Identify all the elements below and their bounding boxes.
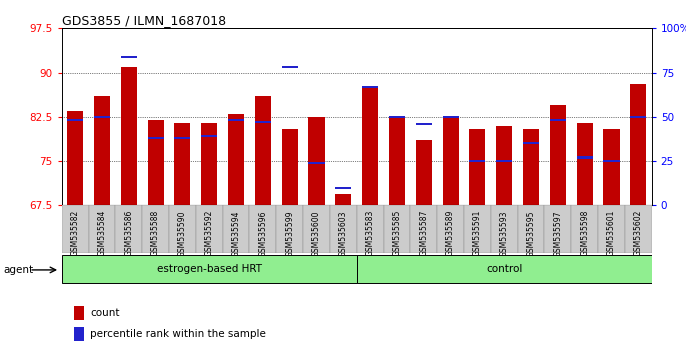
Bar <box>549 119 566 121</box>
Bar <box>545 205 571 253</box>
Bar <box>147 137 164 139</box>
Bar <box>416 123 431 125</box>
Bar <box>389 116 405 118</box>
Text: GSM535590: GSM535590 <box>178 210 187 257</box>
Bar <box>121 56 137 58</box>
Bar <box>357 255 652 283</box>
Bar <box>410 205 437 253</box>
Bar <box>523 129 539 205</box>
Text: GSM535596: GSM535596 <box>259 210 268 257</box>
Bar <box>469 160 486 162</box>
Text: GSM535583: GSM535583 <box>366 210 375 257</box>
Bar <box>577 123 593 205</box>
Text: GSM535582: GSM535582 <box>71 210 80 256</box>
Bar <box>94 96 110 205</box>
Bar <box>62 255 357 283</box>
Bar <box>250 205 276 253</box>
Bar <box>196 205 223 253</box>
Bar <box>174 123 191 205</box>
Bar <box>598 205 625 253</box>
Bar <box>115 205 142 253</box>
Text: estrogen-based HRT: estrogen-based HRT <box>156 264 262 274</box>
Text: GSM535586: GSM535586 <box>124 210 133 257</box>
Text: GSM535603: GSM535603 <box>339 210 348 257</box>
Bar <box>223 205 250 253</box>
Bar <box>630 84 646 205</box>
Bar <box>442 117 459 205</box>
Bar <box>282 66 298 68</box>
Bar <box>437 205 464 253</box>
Bar <box>362 86 378 88</box>
Bar <box>330 205 357 253</box>
Bar <box>362 87 378 205</box>
Text: percentile rank within the sample: percentile rank within the sample <box>90 329 266 339</box>
Text: GSM535600: GSM535600 <box>312 210 321 257</box>
Bar <box>201 123 217 205</box>
Bar <box>62 205 88 253</box>
Bar <box>571 205 598 253</box>
Bar <box>416 141 431 205</box>
Bar <box>121 67 137 205</box>
Text: count: count <box>90 308 119 318</box>
Text: GSM535595: GSM535595 <box>527 210 536 257</box>
Text: GSM535588: GSM535588 <box>151 210 160 256</box>
Bar <box>604 160 619 162</box>
Text: GSM535601: GSM535601 <box>607 210 616 257</box>
Bar <box>523 142 539 144</box>
Bar <box>469 129 486 205</box>
Bar <box>309 162 324 164</box>
Bar <box>276 205 303 253</box>
Bar <box>255 121 271 123</box>
Bar <box>442 116 459 118</box>
Bar <box>201 135 217 137</box>
Bar <box>357 205 383 253</box>
Text: GSM535584: GSM535584 <box>97 210 106 257</box>
Bar <box>67 119 83 121</box>
Bar <box>604 129 619 205</box>
Bar <box>464 205 490 253</box>
Bar <box>518 205 545 253</box>
Bar <box>496 126 512 205</box>
Text: GSM535592: GSM535592 <box>204 210 214 257</box>
Bar <box>335 187 351 189</box>
Bar <box>282 129 298 205</box>
Bar <box>88 205 115 253</box>
Text: GSM535594: GSM535594 <box>232 210 241 257</box>
Bar <box>73 327 84 341</box>
Bar <box>630 116 646 118</box>
Text: GSM535585: GSM535585 <box>392 210 401 257</box>
Bar <box>169 205 196 253</box>
Bar <box>228 119 244 121</box>
Bar <box>490 205 518 253</box>
Text: GSM535602: GSM535602 <box>634 210 643 257</box>
Bar <box>94 116 110 118</box>
Bar <box>174 137 191 139</box>
Text: GDS3855 / ILMN_1687018: GDS3855 / ILMN_1687018 <box>62 14 226 27</box>
Text: GSM535599: GSM535599 <box>285 210 294 257</box>
Bar <box>383 205 410 253</box>
Bar <box>625 205 652 253</box>
Bar <box>147 120 164 205</box>
Bar <box>303 205 330 253</box>
Text: GSM535593: GSM535593 <box>499 210 509 257</box>
Text: agent: agent <box>3 265 34 275</box>
Bar <box>73 306 84 320</box>
Text: GSM535598: GSM535598 <box>580 210 589 257</box>
Text: GSM535587: GSM535587 <box>419 210 428 257</box>
Text: GSM535597: GSM535597 <box>554 210 563 257</box>
Bar <box>142 205 169 253</box>
Bar <box>549 105 566 205</box>
Bar <box>228 114 244 205</box>
Text: GSM535591: GSM535591 <box>473 210 482 257</box>
Bar <box>309 117 324 205</box>
Bar <box>255 96 271 205</box>
Bar <box>67 111 83 205</box>
Bar <box>389 117 405 205</box>
Text: GSM535589: GSM535589 <box>446 210 455 257</box>
Bar <box>577 156 593 159</box>
Bar <box>335 194 351 205</box>
Text: control: control <box>486 264 523 274</box>
Bar <box>496 160 512 162</box>
